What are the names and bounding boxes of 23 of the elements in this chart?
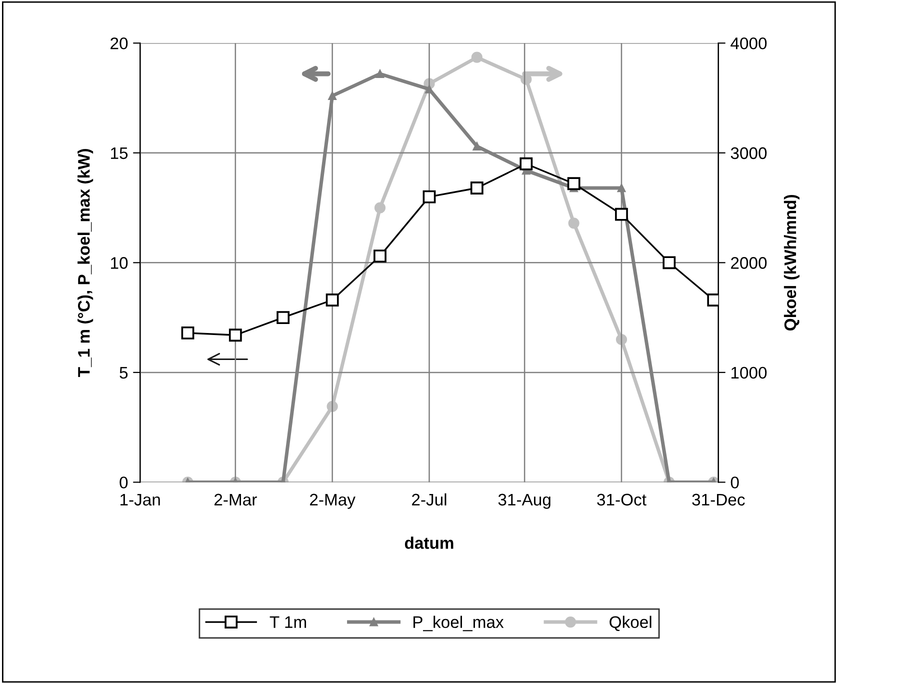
- y2-tick-label: 0: [730, 476, 739, 488]
- y2-tick-label: 2000: [731, 257, 767, 269]
- x-tick-label: 2-Mar: [214, 494, 257, 506]
- y2-tick-label: 1000: [731, 366, 767, 379]
- x-axis-title: datum: [404, 536, 454, 549]
- y-tick-label: 20: [110, 37, 128, 50]
- legend-label: P_koel_max: [413, 616, 504, 632]
- y-tick-label: 10: [111, 257, 128, 269]
- y-tick-label: 15: [111, 147, 128, 160]
- x-tick-label: 1-Jan: [120, 494, 160, 506]
- legend-label: T 1m: [270, 616, 306, 628]
- y-tick-label: 5: [120, 367, 128, 379]
- x-tick-label: 2-May: [310, 494, 356, 509]
- legend-label: Qkoel: [610, 616, 652, 632]
- x-tick-label: 31-Dec: [692, 494, 745, 506]
- y2-axis-title: Qkoel (kWh/mnd): [784, 194, 800, 330]
- y-axis-title: T_1 m (°C), P_koel_max (kW): [78, 149, 94, 377]
- y2-tick-label: 3000: [730, 147, 767, 160]
- x-tick-label: 2-Jul: [412, 493, 446, 506]
- y2-tick-label: 4000: [730, 37, 767, 50]
- y-tick-label: 0: [120, 476, 128, 488]
- x-tick-label: 31-Aug: [498, 494, 550, 509]
- x-tick-label: 31-Oct: [597, 494, 646, 506]
